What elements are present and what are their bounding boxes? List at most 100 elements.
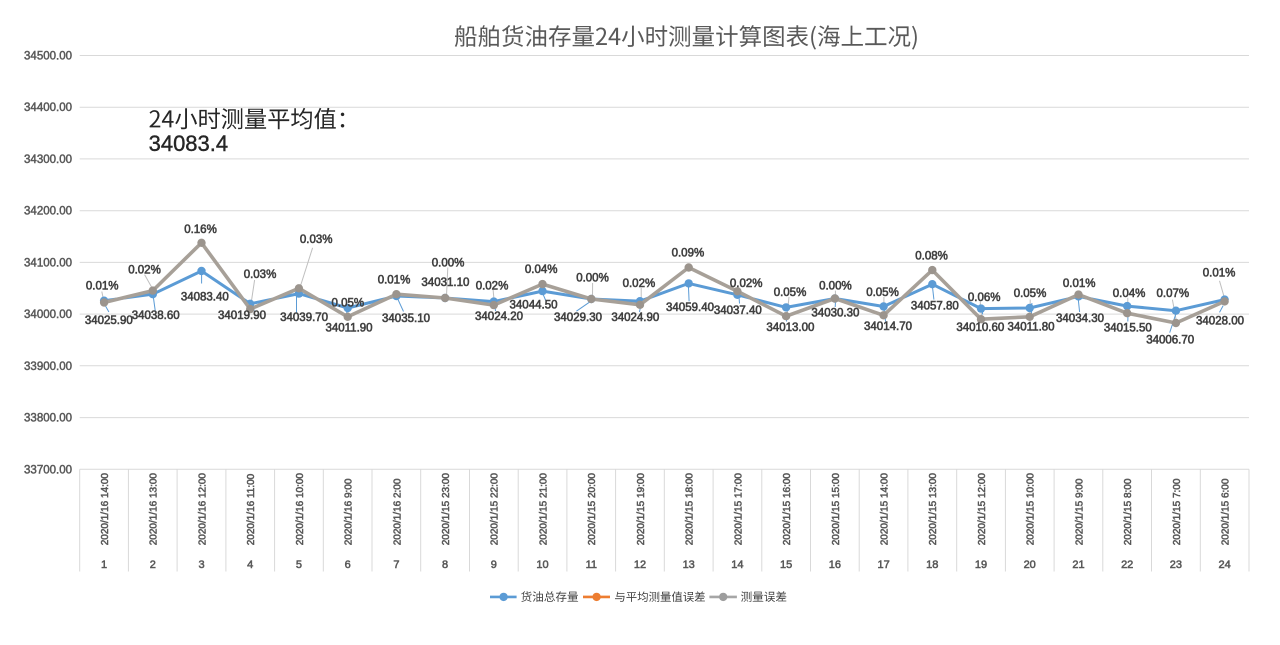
svg-text:34037.40: 34037.40 (714, 305, 762, 317)
svg-text:34400.00: 34400.00 (24, 102, 72, 114)
svg-text:21: 21 (1072, 559, 1084, 571)
svg-text:34100.00: 34100.00 (24, 257, 72, 269)
svg-text:2020/1/15 15:00: 2020/1/15 15:00 (831, 473, 842, 546)
svg-text:33800.00: 33800.00 (24, 413, 72, 425)
svg-text:2020/1/15 20:00: 2020/1/15 20:00 (587, 473, 598, 546)
svg-text:34011.80: 34011.80 (1007, 322, 1054, 334)
svg-text:9: 9 (491, 559, 497, 571)
svg-text:0.00%: 0.00% (576, 273, 609, 285)
svg-text:34057.80: 34057.80 (911, 300, 959, 312)
svg-text:34500.00: 34500.00 (24, 51, 72, 63)
svg-text:34025.90: 34025.90 (85, 315, 133, 327)
svg-text:0.00%: 0.00% (432, 258, 465, 270)
svg-text:34200.00: 34200.00 (24, 206, 72, 218)
svg-text:0.04%: 0.04% (525, 264, 558, 276)
svg-text:34083.40: 34083.40 (181, 291, 229, 303)
svg-text:0.09%: 0.09% (672, 248, 705, 260)
svg-text:14: 14 (731, 559, 743, 571)
svg-text:0.05%: 0.05% (331, 298, 364, 310)
svg-text:2020/1/15 14:00: 2020/1/15 14:00 (880, 473, 891, 546)
svg-text:2020/1/16 9:00: 2020/1/16 9:00 (344, 478, 355, 545)
svg-text:34034.30: 34034.30 (1056, 313, 1104, 325)
svg-text:34024.20: 34024.20 (475, 311, 523, 323)
svg-text:10: 10 (536, 559, 548, 571)
svg-text:16: 16 (829, 559, 841, 571)
svg-text:0.00%: 0.00% (819, 281, 852, 293)
svg-text:0.04%: 0.04% (1113, 288, 1146, 300)
svg-text:8: 8 (442, 559, 448, 571)
svg-text:34044.50: 34044.50 (510, 300, 558, 312)
svg-text:34300.00: 34300.00 (24, 154, 72, 166)
svg-text:24: 24 (1218, 559, 1230, 571)
svg-text:0.05%: 0.05% (774, 287, 807, 299)
svg-text:34000.00: 34000.00 (24, 309, 72, 321)
svg-text:34014.70: 34014.70 (864, 321, 912, 333)
svg-text:2020/1/15 8:00: 2020/1/15 8:00 (1123, 478, 1134, 545)
svg-text:34038.60: 34038.60 (132, 310, 180, 322)
svg-text:34024.90: 34024.90 (611, 312, 659, 324)
svg-text:19: 19 (975, 559, 987, 571)
svg-text:2020/1/15 13:00: 2020/1/15 13:00 (928, 473, 939, 546)
svg-text:34019.90: 34019.90 (218, 310, 266, 322)
svg-text:22: 22 (1121, 559, 1133, 571)
svg-text:34035.10: 34035.10 (382, 313, 430, 325)
svg-text:2020/1/15 21:00: 2020/1/15 21:00 (538, 473, 549, 546)
svg-text:2020/1/15 10:00: 2020/1/15 10:00 (1026, 473, 1037, 546)
svg-text:3: 3 (198, 559, 204, 571)
svg-text:0.02%: 0.02% (623, 278, 656, 290)
svg-text:2020/1/16 2:00: 2020/1/16 2:00 (392, 478, 403, 545)
svg-text:2020/1/15 19:00: 2020/1/15 19:00 (636, 473, 647, 546)
svg-text:0.02%: 0.02% (730, 278, 763, 290)
svg-text:0.02%: 0.02% (476, 280, 509, 292)
svg-text:34030.30: 34030.30 (811, 308, 859, 320)
svg-text:0.01%: 0.01% (86, 281, 119, 293)
svg-text:0.02%: 0.02% (128, 265, 161, 277)
svg-text:2020/1/16 12:00: 2020/1/16 12:00 (197, 473, 208, 546)
svg-text:0.05%: 0.05% (1014, 288, 1047, 300)
svg-text:2: 2 (150, 559, 156, 571)
svg-text:2020/1/15 7:00: 2020/1/15 7:00 (1172, 478, 1183, 545)
svg-text:0.08%: 0.08% (915, 250, 948, 262)
svg-text:0.05%: 0.05% (866, 287, 899, 299)
svg-text:2020/1/15 17:00: 2020/1/15 17:00 (733, 473, 744, 546)
svg-text:34028.00: 34028.00 (1196, 316, 1244, 328)
svg-text:15: 15 (780, 559, 792, 571)
svg-text:2020/1/15 6:00: 2020/1/15 6:00 (1221, 478, 1232, 545)
svg-text:2020/1/15 12:00: 2020/1/15 12:00 (977, 473, 988, 546)
svg-text:0.01%: 0.01% (378, 275, 411, 287)
svg-text:6: 6 (345, 559, 351, 571)
svg-text:34029.30: 34029.30 (554, 312, 602, 324)
svg-text:34011.90: 34011.90 (325, 323, 372, 335)
svg-text:2020/1/15 18:00: 2020/1/15 18:00 (685, 473, 696, 546)
svg-text:11: 11 (586, 559, 597, 571)
svg-text:0.16%: 0.16% (184, 224, 217, 236)
svg-text:1: 1 (101, 559, 107, 571)
svg-text:0.03%: 0.03% (244, 269, 277, 281)
svg-text:23: 23 (1170, 559, 1182, 571)
svg-text:2020/1/16 13:00: 2020/1/16 13:00 (149, 473, 160, 546)
svg-text:34059.40: 34059.40 (666, 302, 714, 314)
svg-text:33900.00: 33900.00 (24, 361, 72, 373)
svg-text:20: 20 (1024, 559, 1036, 571)
svg-text:7: 7 (393, 559, 399, 571)
svg-text:34039.70: 34039.70 (280, 312, 328, 324)
svg-text:2020/1/16 14:00: 2020/1/16 14:00 (100, 473, 111, 546)
svg-text:18: 18 (926, 559, 938, 571)
svg-text:17: 17 (877, 559, 889, 571)
svg-text:2020/1/15 23:00: 2020/1/15 23:00 (441, 473, 452, 546)
svg-text:2020/1/15 9:00: 2020/1/15 9:00 (1074, 478, 1085, 545)
svg-text:33700.00: 33700.00 (24, 464, 72, 476)
svg-text:34013.00: 34013.00 (766, 322, 814, 334)
svg-text:0.03%: 0.03% (300, 234, 333, 246)
svg-text:0.01%: 0.01% (1063, 278, 1096, 290)
svg-text:4: 4 (247, 559, 253, 571)
svg-text:13: 13 (683, 559, 695, 571)
svg-text:2020/1/16 10:00: 2020/1/16 10:00 (295, 473, 306, 546)
svg-text:2020/1/15 16:00: 2020/1/15 16:00 (782, 473, 793, 546)
svg-text:0.01%: 0.01% (1203, 267, 1236, 279)
svg-text:5: 5 (296, 559, 302, 571)
svg-text:34015.50: 34015.50 (1104, 323, 1152, 335)
svg-text:0.06%: 0.06% (968, 292, 1001, 304)
svg-text:34010.60: 34010.60 (956, 322, 1004, 334)
svg-text:34083.4: 34083.4 (149, 131, 229, 156)
